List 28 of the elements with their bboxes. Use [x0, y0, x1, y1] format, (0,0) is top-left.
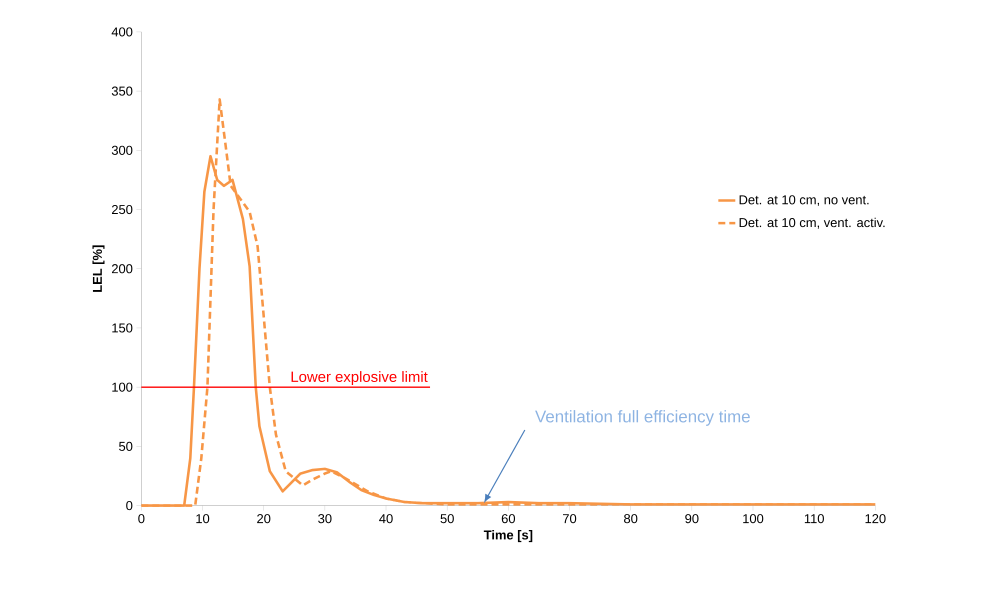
x-tick-label: 80 [624, 514, 638, 524]
y-tick-label: 200 [112, 264, 132, 274]
x-tick-label: 30 [318, 514, 332, 524]
x-tick-label: 100 [743, 514, 764, 524]
legend-label: Det. at 10 cm, no vent. [740, 195, 869, 206]
x-tick-label: 50 [440, 514, 454, 524]
x-tick-label: 110 [804, 514, 824, 524]
x-tick-label: 70 [562, 514, 576, 524]
x-tick-label: 60 [502, 514, 516, 524]
x-tick-label: 90 [685, 514, 699, 524]
x-tick-label: 40 [379, 514, 393, 524]
x-tick-label: 10 [196, 514, 210, 524]
y-tick-label: 400 [112, 27, 132, 36]
y-tick-label: 100 [112, 382, 132, 392]
x-tick-label: 120 [866, 514, 886, 524]
x-tick-label: 20 [257, 514, 270, 524]
y-tick-label: 150 [112, 323, 132, 332]
x-tick-label: 0 [138, 514, 144, 524]
y-tick-label: 250 [112, 204, 132, 214]
legend-label: Det. at 10 cm, vent. activ. [740, 218, 885, 229]
y-tick-label: 300 [112, 146, 132, 155]
y-axis-title: LEL [%] [92, 245, 105, 292]
y-tick-label: 350 [112, 86, 132, 96]
ref-line-label: Lower explosive limit [292, 370, 428, 385]
y-tick-label: 0 [126, 500, 132, 510]
y-tick-label: 50 [119, 442, 132, 451]
x-axis-title: Time [s] [484, 530, 532, 542]
annotation: Ventilation full efficiency time [535, 410, 750, 426]
